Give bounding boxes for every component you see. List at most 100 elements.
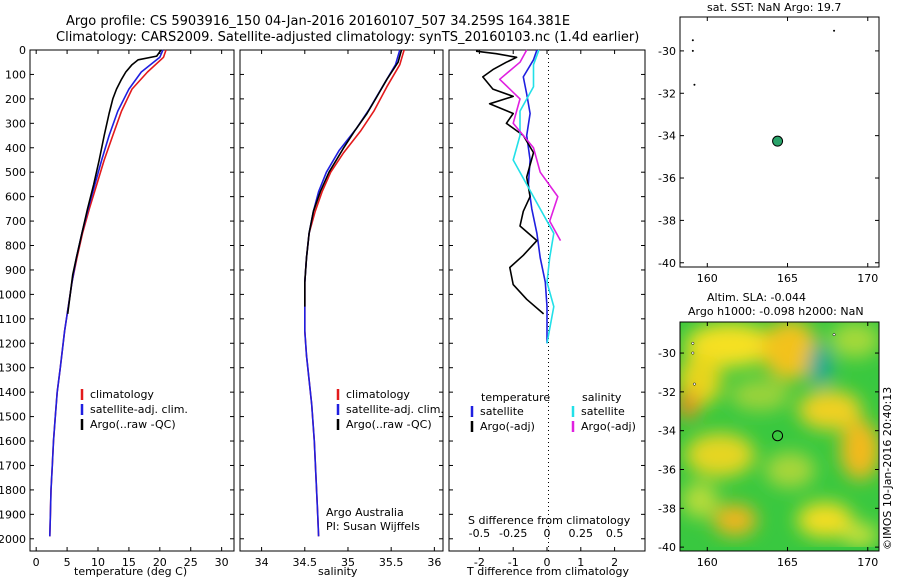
- salinity-difference-tick-label: 0: [544, 527, 551, 540]
- depth-tick-label: 800: [5, 240, 26, 253]
- depth-tick-label: 300: [5, 117, 26, 130]
- sst-map-y-tick-label: -38: [658, 214, 676, 227]
- island-marker: [833, 29, 836, 32]
- depth-tick-label: 1500: [0, 411, 26, 424]
- island-marker: [691, 49, 694, 52]
- salinity-x-tick-label: 35.5: [379, 556, 404, 569]
- difference-xlabel-top: S difference from climatology: [468, 514, 631, 527]
- salinity-difference-tick-label: 0.25: [569, 527, 594, 540]
- salinity-annotation-1: Argo Australia: [326, 506, 404, 519]
- sla-map-y-tick-label: -32: [658, 386, 676, 399]
- salinity-series-2: [304, 49, 403, 307]
- sst-map-y-tick-label: -32: [658, 87, 676, 100]
- legend-temperature-label: satellite: [480, 405, 524, 418]
- sst-map-x-tick-label: 160: [697, 272, 718, 285]
- temperature-xlabel: temperature (deg C): [74, 565, 187, 578]
- sla-map-y-tick-label: -36: [658, 463, 676, 476]
- difference-xlabel: T difference from climatology: [466, 565, 629, 578]
- temperature-x-tick-label: 5: [64, 556, 71, 569]
- float-position-marker: [772, 135, 784, 147]
- salinity-annotation-2: PI: Susan Wijffels: [326, 520, 420, 533]
- sla-map-x-tick-label: 160: [697, 556, 718, 569]
- sst-map-panel: [679, 16, 880, 268]
- salinity-series-1: [304, 49, 401, 537]
- depth-tick-label: 1600: [0, 435, 26, 448]
- depth-tick-label: 700: [5, 215, 26, 228]
- depth-tick-label: 1400: [0, 386, 26, 399]
- salinity-legend-label: satellite-adj. clim.: [346, 403, 444, 416]
- temperature-x-tick-label: 10: [91, 556, 105, 569]
- depth-tick-label: 1100: [0, 313, 26, 326]
- depth-tick-label: 100: [5, 68, 26, 81]
- difference-x-tick-label: -1: [508, 556, 519, 569]
- island-marker: [691, 341, 695, 345]
- difference-series-3: [498, 49, 562, 241]
- salinity-difference-tick-label: -0.5: [469, 527, 490, 540]
- island-marker: [832, 333, 836, 337]
- temperature-legend-label: climatology: [90, 388, 154, 401]
- salinity-series-0: [304, 49, 405, 537]
- temperature-series-2: [66, 49, 162, 315]
- depth-tick-label: 200: [5, 93, 26, 106]
- difference-x-tick-label: 2: [611, 556, 618, 569]
- difference-series-1: [475, 50, 545, 315]
- sla-heatmap: [680, 322, 879, 551]
- depth-tick-label: 1300: [0, 362, 26, 375]
- salinity-legend-label: Argo(..raw -QC): [346, 418, 432, 431]
- salinity-xlabel: salinity: [318, 565, 358, 578]
- legend-salinity-label: satellite: [581, 405, 625, 418]
- legend-salinity-header: salinity: [582, 391, 622, 404]
- salinity-difference-tick-label: 0.5: [606, 527, 624, 540]
- salinity-difference-tick-label: -0.25: [499, 527, 527, 540]
- sla-map-y-tick-label: -30: [658, 347, 676, 360]
- sla-map-y-tick-label: -40: [658, 541, 676, 554]
- salinity-legend-label: climatology: [346, 388, 410, 401]
- temperature-x-tick-label: 15: [122, 556, 136, 569]
- salinity-x-tick-label: 36: [427, 556, 441, 569]
- sla-map-panel: [679, 321, 880, 552]
- sla-map-y-tick-label: -38: [658, 502, 676, 515]
- temperature-legend-label: satellite-adj. clim.: [90, 403, 188, 416]
- temperature-series-0: [49, 49, 167, 537]
- sla-map-title-2: Argo h1000: -0.098 h2000: NaN: [688, 305, 864, 318]
- title-line-1: Argo profile: CS 5903916_150 04-Jan-2016…: [66, 14, 571, 29]
- salinity-panel: [239, 49, 444, 552]
- sla-map-x-tick-label: 165: [777, 556, 798, 569]
- depth-tick-label: 0: [19, 44, 26, 57]
- depth-tick-label: 900: [5, 264, 26, 277]
- legend-temperature-header: temperature: [481, 391, 550, 404]
- sla-map-x-tick-label: 170: [857, 556, 878, 569]
- temperature-x-tick-label: 25: [184, 556, 198, 569]
- salinity-x-tick-label: 35: [341, 556, 355, 569]
- island-marker: [692, 382, 696, 386]
- sst-map-y-tick-label: -40: [658, 257, 676, 270]
- depth-tick-label: 1000: [0, 288, 26, 301]
- depth-tick-label: 1700: [0, 459, 26, 472]
- sst-map-y-tick-label: -30: [658, 45, 676, 58]
- sst-map-title: sat. SST: NaN Argo: 19.7: [707, 1, 841, 14]
- island-marker: [693, 83, 696, 86]
- imos-credit: ©IMOS 10-Jan-2016 20:40:13: [881, 387, 894, 550]
- depth-tick-label: 1800: [0, 484, 26, 497]
- temperature-x-tick-label: 0: [33, 556, 40, 569]
- difference-x-tick-label: 0: [544, 556, 551, 569]
- temperature-x-tick-label: 20: [153, 556, 167, 569]
- legend-salinity-label: Argo(-adj): [581, 420, 636, 433]
- depth-tick-label: 1200: [0, 337, 26, 350]
- temperature-x-tick-label: 30: [215, 556, 229, 569]
- temperature-panel: [29, 49, 235, 552]
- sst-map-x-tick-label: 165: [777, 272, 798, 285]
- sst-map-y-tick-label: -34: [658, 130, 676, 143]
- sst-map-x-tick-label: 170: [857, 272, 878, 285]
- depth-tick-label: 500: [5, 166, 26, 179]
- island-marker: [691, 39, 694, 42]
- sla-map-y-tick-label: -34: [658, 425, 676, 438]
- salinity-x-tick-label: 34: [255, 556, 269, 569]
- island-marker: [691, 351, 695, 355]
- sst-map-y-tick-label: -36: [658, 172, 676, 185]
- float-position-marker: [772, 430, 784, 442]
- depth-tick-label: 2000: [0, 533, 26, 546]
- depth-tick-label: 1900: [0, 508, 26, 521]
- legend-temperature-label: Argo(-adj): [480, 420, 535, 433]
